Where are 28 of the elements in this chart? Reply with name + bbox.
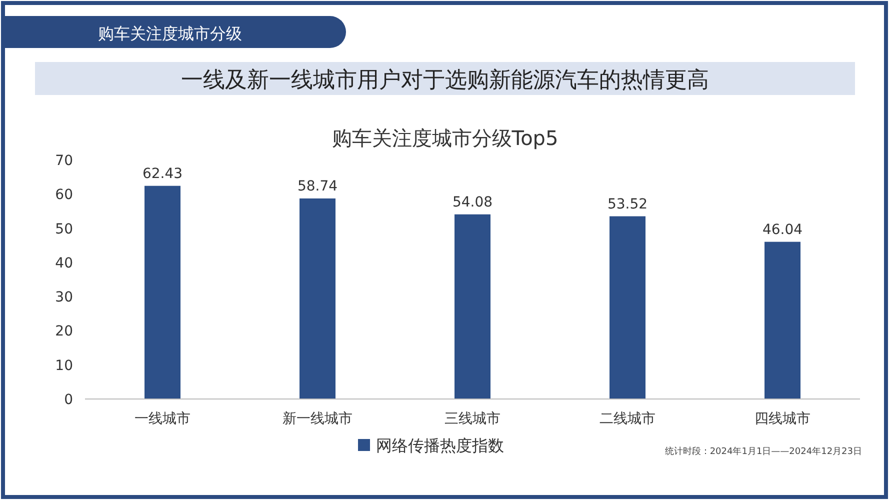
y-tick-label: 40 bbox=[55, 255, 73, 272]
x-tick-label: 一线城市 bbox=[134, 411, 190, 427]
y-tick-label: 70 bbox=[55, 153, 73, 169]
data-label: 62.43 bbox=[142, 166, 183, 182]
y-tick-label: 50 bbox=[55, 221, 73, 238]
x-tick-label: 三线城市 bbox=[444, 411, 500, 427]
chart-subtitle: 一线及新一线城市用户对于选购新能源汽车的热情更高 bbox=[181, 68, 709, 93]
bar bbox=[144, 186, 180, 399]
text: 统计时段：2024年1月1日——2024年12月23日 bbox=[664, 446, 862, 457]
data-label: 58.74 bbox=[297, 178, 338, 194]
data-label: 54.08 bbox=[452, 194, 493, 210]
bar bbox=[454, 214, 490, 399]
y-tick-label: 60 bbox=[55, 187, 73, 204]
y-tick-label: 10 bbox=[55, 358, 73, 374]
text: 购车关注度城市分级 bbox=[98, 24, 242, 43]
y-tick-label: 20 bbox=[55, 324, 73, 340]
data-label: 46.04 bbox=[762, 222, 803, 238]
y-tick-label: 30 bbox=[55, 290, 73, 306]
data-label: 53.52 bbox=[607, 196, 648, 212]
chart-title: 购车关注度城市分级Top5 bbox=[332, 126, 558, 150]
legend-label: 网络传播热度指数 bbox=[376, 436, 504, 455]
x-tick-label: 四线城市 bbox=[754, 411, 810, 427]
bar bbox=[764, 242, 800, 399]
x-tick-label: 二线城市 bbox=[600, 411, 656, 427]
x-tick-label: 新一线城市 bbox=[282, 411, 352, 427]
bar bbox=[610, 216, 646, 399]
bar bbox=[300, 198, 336, 399]
y-tick-label: 0 bbox=[64, 392, 73, 408]
